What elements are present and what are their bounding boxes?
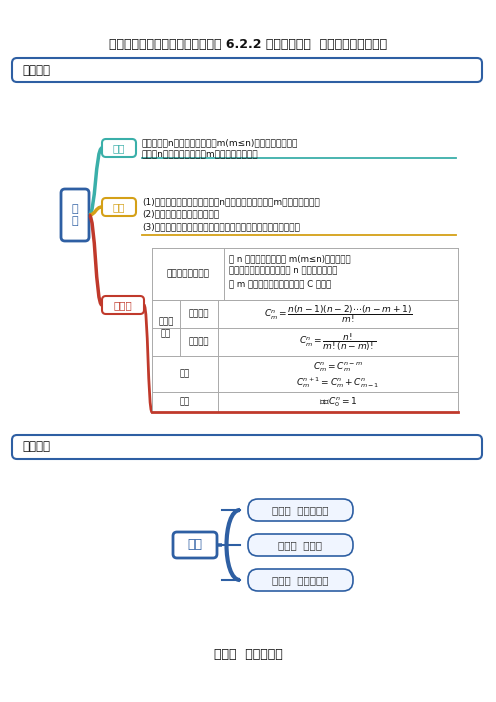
Text: 性质: 性质 xyxy=(180,369,190,378)
Text: 人教版高中数学选择性必修第三册 6.2.2 组合及组合数  同步训练（原卷版）: 人教版高中数学选择性必修第三册 6.2.2 组合及组合数 同步训练（原卷版） xyxy=(109,39,387,51)
Text: 考法三  组合的应用: 考法三 组合的应用 xyxy=(272,575,329,585)
Text: 组合: 组合 xyxy=(187,538,202,552)
FancyBboxPatch shape xyxy=(102,139,136,157)
Text: $C_m^n=\dfrac{n!}{m!(n-m)!}$: $C_m^n=\dfrac{n!}{m!(n-m)!}$ xyxy=(299,331,377,353)
FancyBboxPatch shape xyxy=(173,532,217,558)
FancyBboxPatch shape xyxy=(12,58,482,82)
Text: 思维导图: 思维导图 xyxy=(22,63,50,77)
Text: 特点: 特点 xyxy=(113,202,125,212)
Text: 考法一  组合的概念: 考法一 组合的概念 xyxy=(214,649,282,661)
FancyBboxPatch shape xyxy=(102,198,136,216)
FancyBboxPatch shape xyxy=(248,534,353,556)
Text: 组合数
公式: 组合数 公式 xyxy=(158,317,174,338)
Text: 组合数: 组合数 xyxy=(114,300,132,310)
Text: 定义: 定义 xyxy=(113,143,125,153)
FancyBboxPatch shape xyxy=(61,189,89,241)
Text: 乘积形式: 乘积形式 xyxy=(189,310,209,319)
FancyBboxPatch shape xyxy=(12,435,482,459)
FancyBboxPatch shape xyxy=(102,296,144,314)
Text: $C_m^n=\dfrac{n(n-1)(n-2)\cdots(n-m+1)}{m!}$: $C_m^n=\dfrac{n(n-1)(n-2)\cdots(n-m+1)}{… xyxy=(264,303,412,325)
FancyBboxPatch shape xyxy=(248,569,353,591)
Text: $C_m^{n+1}=C_m^n+C_{m-1}^n$: $C_m^{n+1}=C_m^n+C_{m-1}^n$ xyxy=(296,376,380,390)
Text: 一般地，从n个不同元素中取出m(m≤n)个元素合成一组，
叫做从n个不同元素中取出m个元素的一个组合: 一般地，从n个不同元素中取出m(m≤n)个元素合成一组， 叫做从n个不同元素中取… xyxy=(142,138,299,159)
Text: 备注: 备注 xyxy=(180,397,190,406)
Text: (1)组合的特点是只取不排：从n个不同的元素中进行m次不放回地取出
(2)组合的特性：元素的无序性
(3)相同的组合：只要两个组合中的元素完全相同就是相同的组合: (1)组合的特点是只取不排：从n个不同的元素中进行m次不放回地取出 (2)组合的… xyxy=(142,197,320,231)
Text: 组合数定义及表示: 组合数定义及表示 xyxy=(167,270,209,279)
Text: 阶乘形式: 阶乘形式 xyxy=(189,338,209,347)
Text: $C_m^n=C_m^{n-m}$: $C_m^n=C_m^{n-m}$ xyxy=(313,360,363,373)
Text: 考法一  组合的概念: 考法一 组合的概念 xyxy=(272,505,329,515)
Text: 常见考法: 常见考法 xyxy=(22,440,50,453)
FancyBboxPatch shape xyxy=(248,499,353,521)
Text: 规定$C_0^n=1$: 规定$C_0^n=1$ xyxy=(319,395,357,409)
Text: 从 n 个不同元素中取出 m(m≤n)个元素的所
有不同组合的个数，叫做从 n 个不同元素中取
出 m 个元素的组合数，用符号 C 表示。: 从 n 个不同元素中取出 m(m≤n)个元素的所 有不同组合的个数，叫做从 n … xyxy=(229,254,351,288)
Text: 组
合: 组 合 xyxy=(72,204,78,226)
Text: 考法二  组合数: 考法二 组合数 xyxy=(278,540,322,550)
